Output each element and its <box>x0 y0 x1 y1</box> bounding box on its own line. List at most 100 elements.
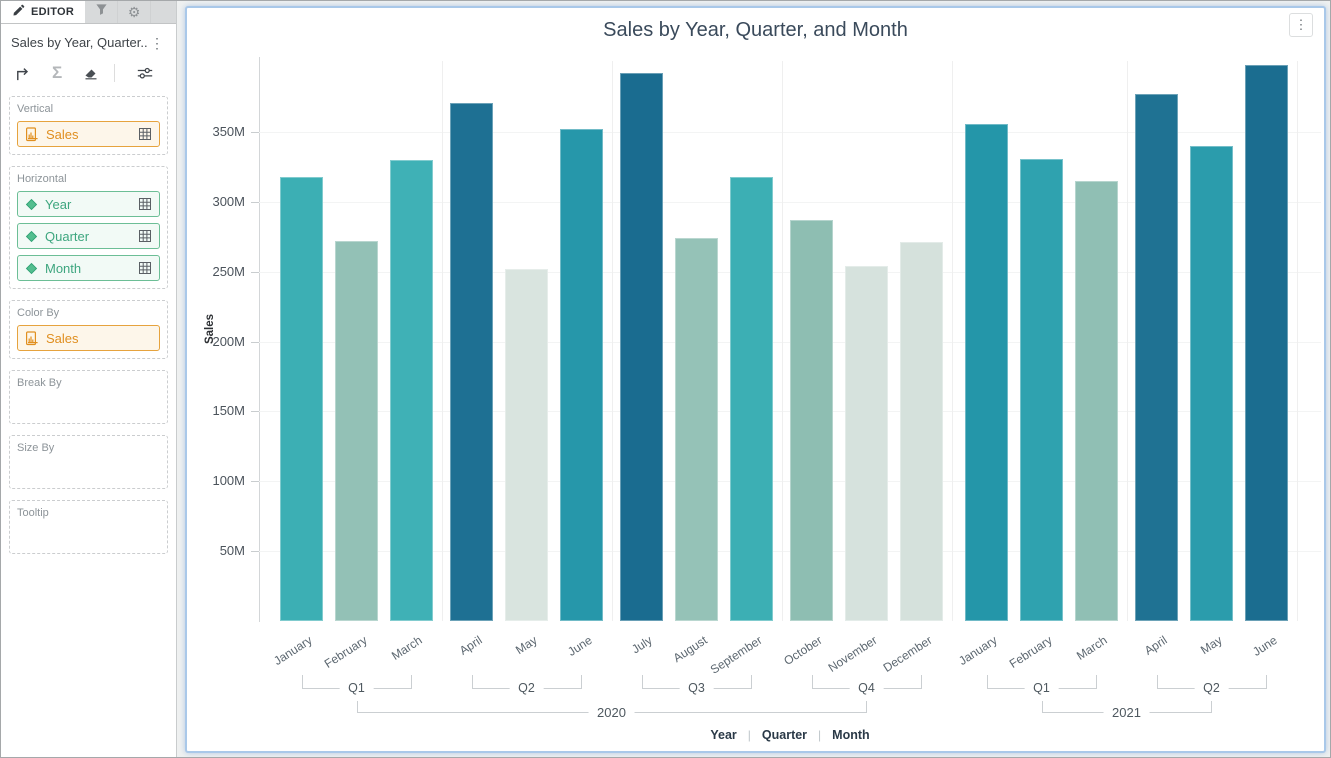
y-tick-label: 250M <box>212 263 245 279</box>
bar-january-2020[interactable] <box>280 177 323 621</box>
bar-may-2020[interactable] <box>505 269 548 621</box>
card-kebab-icon[interactable] <box>1289 13 1313 37</box>
quarter-label: Q1 <box>1024 681 1059 696</box>
bar-march-2020[interactable] <box>390 160 433 621</box>
legend-item-quarter[interactable]: Quarter <box>761 728 808 742</box>
bar-january-2021[interactable] <box>965 124 1008 621</box>
chip-label: Sales <box>46 126 79 142</box>
panel-title-row: Sales by Year, Quarter... <box>1 24 176 54</box>
bar-december-2020[interactable] <box>900 242 943 621</box>
field-wells: Vertical Sales Horizontal Year Quarter Month C… <box>1 94 176 554</box>
well-size-by[interactable]: Size By <box>9 435 168 489</box>
x-label-november: November <box>825 633 880 675</box>
y-tick-label: 300M <box>212 193 245 209</box>
well-label: Break By <box>17 377 62 389</box>
y-tick <box>251 551 259 553</box>
x-label-february: February <box>1006 633 1055 671</box>
plot-area: Sales Year | Quarter | Month 50M 100M 150M 200M… <box>204 57 1321 742</box>
panel-kebab-icon[interactable] <box>148 36 166 50</box>
x-label-february: February <box>321 633 370 671</box>
toolbar-divider <box>114 64 116 82</box>
y-tick <box>251 481 259 483</box>
chip-label: Quarter <box>45 228 90 244</box>
bar-september-2020[interactable] <box>730 177 773 621</box>
x-label-april: April <box>1141 633 1170 658</box>
filter-icon <box>95 3 108 21</box>
chart-title: Sales by Year, Quarter, and Month <box>603 19 908 41</box>
sigma-icon[interactable]: Σ <box>52 63 63 82</box>
x-label-august: August <box>670 633 710 666</box>
quarter-label: Q3 <box>679 681 714 696</box>
bar-june-2021[interactable] <box>1245 65 1288 621</box>
chip-year[interactable]: Year <box>17 191 160 217</box>
bar-june-2020[interactable] <box>560 129 603 621</box>
bar-october-2020[interactable] <box>790 220 833 621</box>
quarter-separator <box>442 61 443 621</box>
well-horizontal[interactable]: Horizontal Year Quarter Month <box>9 166 168 289</box>
well-label: Color By <box>17 307 60 319</box>
x-label-october: October <box>780 633 825 668</box>
quarter-bracket-q3: Q3 <box>641 675 752 696</box>
y-tick <box>251 132 259 134</box>
diamond-icon <box>25 262 38 275</box>
tab-editor[interactable]: EDITOR <box>1 1 86 23</box>
chip-label: Month <box>45 260 82 276</box>
bar-february-2020[interactable] <box>335 241 378 621</box>
editor-sidebar: EDITOR ⚙ Sales by Year, Quarter... Σ <box>1 1 177 757</box>
quarter-separator <box>782 61 783 621</box>
year-bracket-2021: 2021 <box>1041 701 1212 720</box>
chip-label: Year <box>45 196 72 212</box>
drill-legend: Year | Quarter | Month <box>259 728 1321 742</box>
well-break-by[interactable]: Break By <box>9 370 168 424</box>
quarter-bracket-q4: Q4 <box>811 675 922 696</box>
y-axis-line <box>259 57 260 622</box>
quarter-bracket-q2: Q2 <box>471 675 582 696</box>
x-label-june: June <box>564 633 595 659</box>
tab-editor-label: EDITOR <box>31 6 75 18</box>
x-label-july: July <box>628 633 655 657</box>
well-color-by[interactable]: Color By Sales <box>9 300 168 359</box>
corner-arrow-icon[interactable] <box>14 65 31 82</box>
y-tick <box>251 411 259 413</box>
chip-month[interactable]: Month <box>17 255 160 281</box>
bar-march-2021[interactable] <box>1075 181 1118 621</box>
chip-quarter[interactable]: Quarter <box>17 223 160 249</box>
gridline <box>259 201 1321 203</box>
gridline <box>259 132 1321 134</box>
well-vertical[interactable]: Vertical Sales <box>9 96 168 155</box>
bar-november-2020[interactable] <box>845 266 888 621</box>
x-label-september: September <box>707 633 765 677</box>
legend-item-year[interactable]: Year <box>710 728 737 742</box>
grid-icon <box>138 197 152 211</box>
bar-april-2020[interactable] <box>450 103 493 621</box>
eraser-icon[interactable] <box>83 65 99 81</box>
tab-filter[interactable] <box>85 1 119 23</box>
quarter-label: Q2 <box>1194 681 1229 696</box>
chip-sales[interactable]: Sales <box>17 325 160 351</box>
well-label: Vertical <box>17 103 54 115</box>
chart-card[interactable]: Sales by Year, Quarter, and Month Sales … <box>185 6 1326 753</box>
bar-may-2021[interactable] <box>1190 146 1233 621</box>
chip-sales[interactable]: Sales <box>17 121 160 147</box>
x-label-december: December <box>880 633 935 675</box>
bar-august-2020[interactable] <box>675 238 718 621</box>
tab-settings[interactable]: ⚙ <box>118 1 152 23</box>
y-tick-label: 200M <box>212 333 245 349</box>
well-label: Tooltip <box>17 507 49 519</box>
diamond-icon <box>25 198 38 211</box>
legend-item-month[interactable]: Month <box>832 728 870 742</box>
x-label-january: January <box>955 633 1000 668</box>
bar-april-2021[interactable] <box>1135 94 1178 621</box>
diamond-icon <box>25 230 38 243</box>
year-label: 2021 <box>1103 705 1150 720</box>
quarter-bracket-q1: Q1 <box>986 675 1097 696</box>
bar-july-2020[interactable] <box>620 73 663 621</box>
well-label: Size By <box>17 442 55 454</box>
sliders-icon[interactable] <box>136 65 154 81</box>
y-tick-label: 50M <box>219 543 245 559</box>
well-tooltip[interactable]: Tooltip <box>9 500 168 554</box>
bar-february-2021[interactable] <box>1020 159 1063 621</box>
grid-icon <box>138 127 152 141</box>
x-label-january: January <box>270 633 315 668</box>
